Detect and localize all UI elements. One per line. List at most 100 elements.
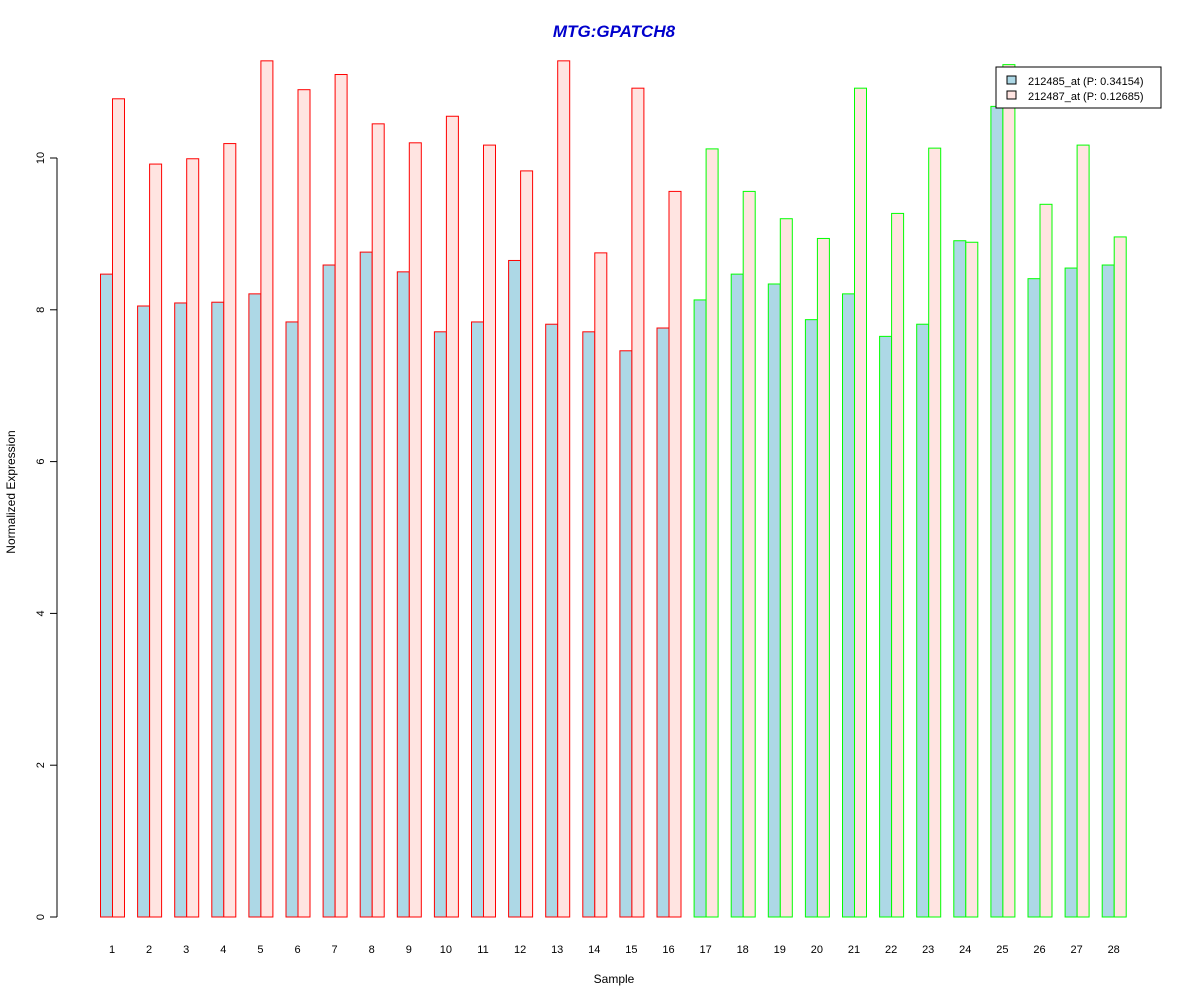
bar-series-2-sample-4: [223, 143, 237, 918]
bar-series-1-sample-25: [990, 105, 1004, 918]
x-tick-label: 16: [662, 944, 674, 956]
x-tick-label: 18: [737, 944, 749, 956]
y-tick-label: 2: [35, 762, 47, 768]
x-tick-label: 20: [811, 944, 823, 956]
bar-series-1-sample-14: [582, 331, 596, 918]
bar-series-2-sample-7: [334, 74, 348, 918]
bar-series-1-sample-24: [953, 240, 967, 918]
x-tick-label: 14: [588, 944, 600, 956]
bars: [100, 60, 1127, 918]
bar-series-2-sample-16: [668, 190, 682, 918]
bar-series-2-sample-20: [816, 237, 830, 918]
bar-series-2-sample-27: [1076, 144, 1090, 918]
x-tick-label: 4: [220, 944, 226, 956]
x-tick-label: 27: [1070, 944, 1082, 956]
x-tick-label: 5: [257, 944, 263, 956]
x-tick-label: 6: [294, 944, 300, 956]
bar-series-1-sample-10: [433, 331, 447, 918]
x-axis-label: Sample: [594, 972, 635, 986]
bar-series-1-sample-20: [804, 319, 818, 918]
x-tick-label: 13: [551, 944, 563, 956]
bar-series-1-sample-5: [248, 293, 262, 918]
y-tick-label: 6: [35, 459, 47, 465]
legend-label-series-2: 212487_at (P: 0.12685): [1028, 91, 1144, 103]
bar-series-1-sample-4: [211, 301, 225, 918]
y-tick-label: 10: [35, 152, 47, 164]
bar-series-1-sample-19: [767, 283, 781, 918]
x-tick-label: 19: [774, 944, 786, 956]
x-tick-label: 11: [477, 944, 488, 956]
bar-series-2-sample-6: [297, 89, 311, 918]
bar-series-1-sample-18: [730, 273, 744, 918]
bar-series-1-sample-13: [545, 323, 559, 918]
legend-box: [995, 66, 1162, 109]
bar-series-2-sample-1: [112, 98, 125, 918]
x-tick-label: 8: [369, 944, 375, 956]
bar-series-2-sample-22: [891, 212, 905, 918]
bar-series-2-sample-11: [483, 144, 496, 918]
bar-series-1-sample-8: [359, 251, 373, 918]
x-tick-label: 2: [146, 944, 152, 956]
bar-series-2-sample-10: [445, 115, 459, 918]
x-tick-label: 25: [996, 944, 1008, 956]
bar-series-1-sample-23: [916, 323, 930, 918]
legend: 212485_at (P: 0.34154) 212487_at (P: 0.1…: [995, 66, 1162, 109]
y-tick-label: 0: [35, 914, 47, 920]
bar-series-1-sample-21: [842, 293, 855, 918]
bar-series-1-sample-9: [396, 271, 410, 918]
x-tick-label: 22: [885, 944, 897, 956]
bar-series-2-sample-24: [965, 241, 979, 918]
bar-series-2-sample-5: [260, 60, 274, 918]
x-tick-label: 28: [1108, 944, 1120, 956]
bar-series-2-sample-28: [1113, 236, 1127, 918]
bar-series-1-sample-3: [174, 302, 188, 918]
bar-series-1-sample-28: [1101, 264, 1115, 918]
x-tick-label: 26: [1033, 944, 1045, 956]
x-tick-label: 12: [514, 944, 526, 956]
bar-series-1-sample-1: [100, 273, 113, 918]
bar-series-1-sample-15: [619, 350, 633, 918]
x-tick-label: 9: [406, 944, 412, 956]
bar-series-1-sample-16: [656, 327, 670, 918]
x-tick-label: 17: [699, 944, 711, 956]
bar-series-2-sample-9: [408, 142, 422, 918]
bar-series-2-sample-26: [1039, 203, 1053, 918]
x-tick-label: 1: [109, 944, 115, 956]
bar-series-2-sample-3: [186, 158, 200, 918]
chart-title: MTG:GPATCH8: [553, 22, 676, 41]
bar-series-1-sample-27: [1064, 267, 1078, 918]
x-tick-label: 21: [848, 944, 860, 956]
x-tick-labels: 1 2 3 4 5 6 7 8 9 10 11 12 13 14 15 16 17 18 19 20 21 22 23 24 2…: [109, 944, 1120, 956]
legend-swatch-series-1: [1006, 75, 1017, 85]
bar-series-1-sample-26: [1027, 278, 1041, 918]
bar-series-2-sample-23: [928, 147, 942, 918]
bar-series-2-sample-19: [779, 218, 793, 918]
bar-series-1-sample-22: [879, 335, 893, 918]
x-tick-label: 3: [183, 944, 189, 956]
y-axis-label: Normalized Expression: [4, 430, 18, 553]
legend-swatch-series-2: [1006, 90, 1017, 100]
y-axis: 0 2 4 6 8 10: [35, 152, 58, 920]
x-tick-label: 7: [332, 944, 338, 956]
y-tick-label: 4: [35, 610, 47, 616]
x-tick-label: 23: [922, 944, 934, 956]
bar-series-1-sample-7: [322, 264, 336, 918]
x-tick-label: 15: [625, 944, 637, 956]
bar-series-1-sample-17: [693, 299, 707, 918]
bar-series-2-sample-15: [631, 87, 645, 918]
y-tick-label: 8: [35, 307, 47, 313]
legend-label-series-1: 212485_at (P: 0.34154): [1028, 76, 1144, 88]
bar-series-1-sample-2: [137, 305, 151, 918]
bar-series-2-sample-12: [520, 170, 534, 918]
bar-series-2-sample-18: [742, 190, 756, 918]
x-tick-label: 24: [959, 944, 971, 956]
x-tick-label: 10: [440, 944, 452, 956]
bar-series-1-sample-12: [508, 259, 522, 918]
bar-series-2-sample-2: [149, 163, 163, 918]
bar-series-2-sample-8: [371, 123, 385, 918]
bar-series-2-sample-25: [1002, 64, 1016, 918]
bar-series-2-sample-17: [705, 148, 719, 918]
bar-series-1-sample-6: [285, 321, 299, 918]
